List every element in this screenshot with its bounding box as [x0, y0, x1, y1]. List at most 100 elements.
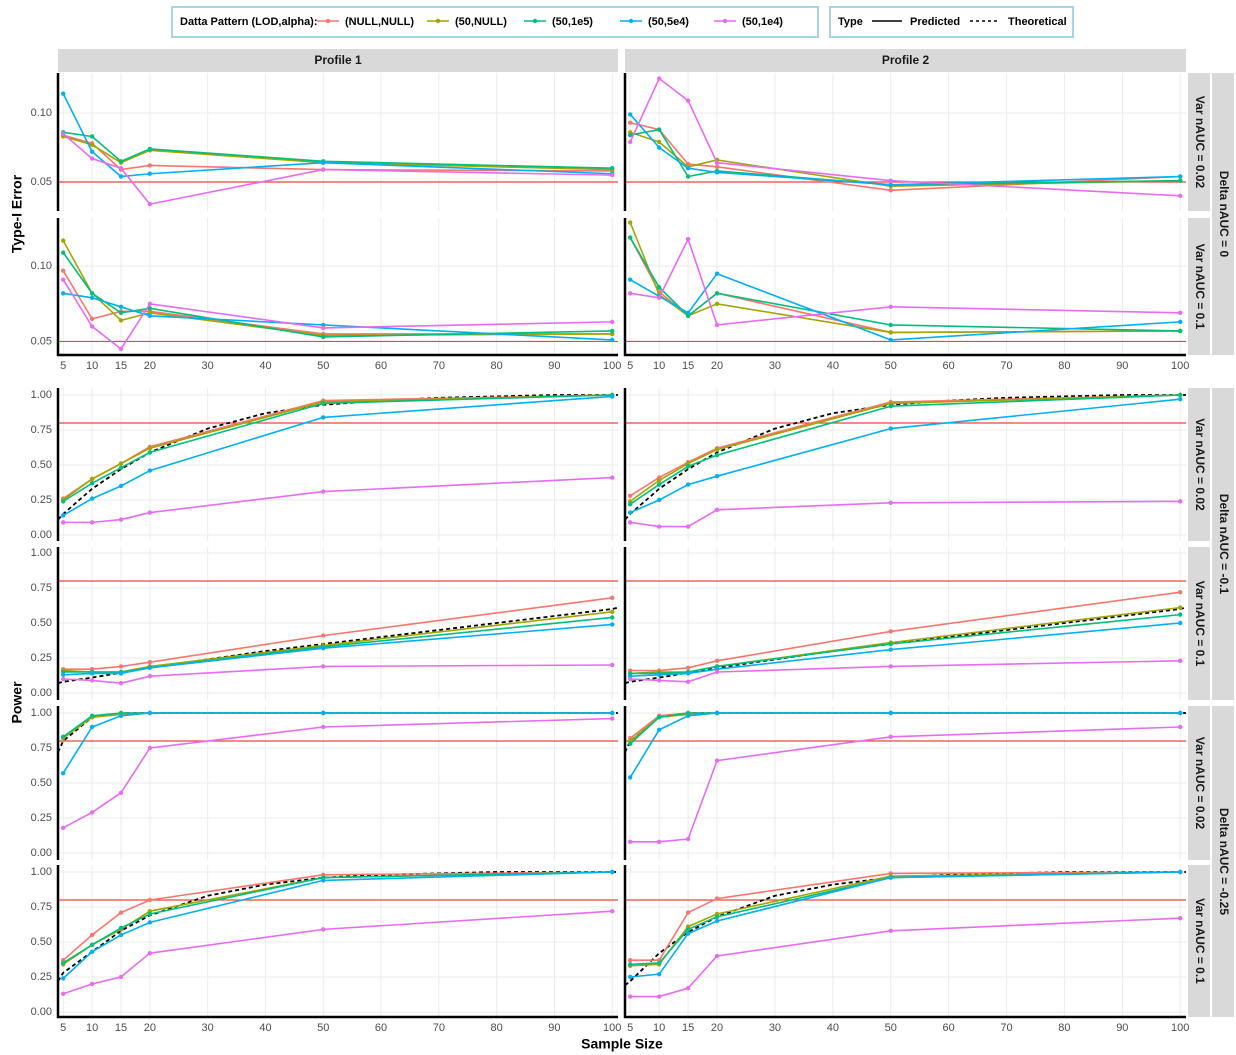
x-tick-label: 50: [317, 360, 329, 372]
panel-background: [625, 73, 1186, 211]
data-point: [321, 401, 326, 406]
data-point: [321, 710, 326, 716]
data-point: [89, 295, 95, 300]
x-tick-label: 90: [1116, 1022, 1128, 1034]
data-point: [888, 188, 893, 193]
y-tick-label: 1.00: [31, 547, 52, 559]
group-strip: [1212, 388, 1234, 700]
data-point: [888, 403, 893, 409]
series-line: [62, 93, 613, 178]
series-line: [630, 660, 1181, 683]
data-point: [147, 146, 153, 152]
data-point: [610, 609, 615, 615]
x-tick-label: 100: [603, 360, 621, 372]
data-point: [610, 331, 615, 337]
series-line: [62, 717, 613, 829]
data-point: [714, 507, 720, 512]
data-point: [89, 724, 95, 730]
series-line: [629, 394, 1181, 503]
data-point: [628, 220, 633, 225]
data-point: [118, 713, 124, 718]
data-point: [118, 910, 124, 915]
data-point: [628, 235, 633, 240]
data-point: [118, 318, 124, 323]
data-point: [61, 277, 66, 282]
x-tick-label: 20: [711, 360, 723, 372]
data-point: [714, 447, 720, 452]
y-tick-label: 0.25: [31, 971, 52, 983]
data-point: [656, 76, 662, 81]
x-tick-label: 10: [86, 360, 98, 372]
series-line: [629, 394, 1181, 505]
data-point: [714, 170, 720, 175]
data-point: [628, 291, 633, 296]
data-point: [118, 304, 124, 310]
data-point: [685, 236, 691, 242]
data-point: [714, 301, 720, 307]
x-tick-label: 70: [433, 360, 445, 372]
legend-title: Type: [838, 16, 863, 28]
data-point: [610, 394, 615, 399]
legend-key: [628, 18, 634, 24]
data-point: [714, 271, 720, 276]
x-tick-label: 40: [827, 360, 839, 372]
x-tick-label: 40: [259, 1022, 271, 1034]
data-point: [89, 671, 95, 676]
panel-background: [625, 218, 1186, 355]
data-point: [147, 911, 153, 917]
data-point: [89, 476, 95, 482]
row-strip: [1188, 73, 1210, 211]
y-axis-title: Type-I Error: [9, 174, 25, 253]
x-tick-label: 30: [769, 1022, 781, 1034]
series-line: [629, 272, 1181, 341]
data-point: [610, 869, 615, 875]
x-tick-label: 60: [375, 1022, 387, 1034]
data-point: [147, 897, 153, 903]
data-point: [685, 482, 691, 487]
data-point: [685, 910, 691, 915]
series-line: [63, 476, 613, 524]
data-point: [147, 171, 153, 176]
y-tick-label: 0.75: [31, 901, 52, 913]
data-point: [888, 322, 893, 328]
data-point: [147, 950, 153, 956]
group-strip-label: Delta nAUC = -0.25: [1217, 808, 1231, 915]
x-tick-label: 80: [491, 360, 503, 372]
data-point: [147, 163, 153, 168]
x-tick-label: 15: [115, 1022, 127, 1034]
y-tick-label: 0.00: [31, 687, 52, 699]
data-point: [714, 160, 720, 165]
y-tick-label: 1.00: [31, 389, 52, 401]
x-tick-label: 40: [827, 1022, 839, 1034]
x-tick-label: 10: [653, 1022, 665, 1034]
y-tick-label: 0.25: [31, 494, 52, 506]
data-point: [118, 671, 124, 676]
data-point: [714, 710, 720, 716]
data-point: [147, 660, 153, 665]
group-strip: [1212, 706, 1234, 1017]
data-point: [714, 918, 720, 924]
data-point: [147, 674, 153, 679]
row-strip-label: Var nAUC = 0.02: [1193, 96, 1207, 189]
data-point: [118, 790, 124, 795]
data-point: [610, 328, 615, 334]
y-tick-label: 0.50: [31, 459, 52, 471]
data-point: [628, 120, 633, 125]
data-point: [61, 960, 66, 966]
data-point: [1178, 612, 1183, 617]
x-tick-label: 15: [682, 1022, 694, 1034]
theoretical-line: [57, 394, 618, 521]
x-tick-label: 80: [1058, 1022, 1070, 1034]
data-point: [656, 971, 662, 977]
data-point: [321, 325, 326, 331]
data-point: [628, 994, 633, 999]
data-point: [89, 316, 95, 322]
data-point: [118, 925, 124, 931]
series-line: [62, 395, 613, 517]
x-tick-label: 30: [202, 360, 214, 372]
x-tick-label: 15: [682, 360, 694, 372]
data-point: [714, 164, 720, 170]
group-strip-label: Delta nAUC = -0.1: [1217, 494, 1231, 595]
data-point: [1178, 620, 1183, 626]
data-point: [61, 825, 66, 830]
